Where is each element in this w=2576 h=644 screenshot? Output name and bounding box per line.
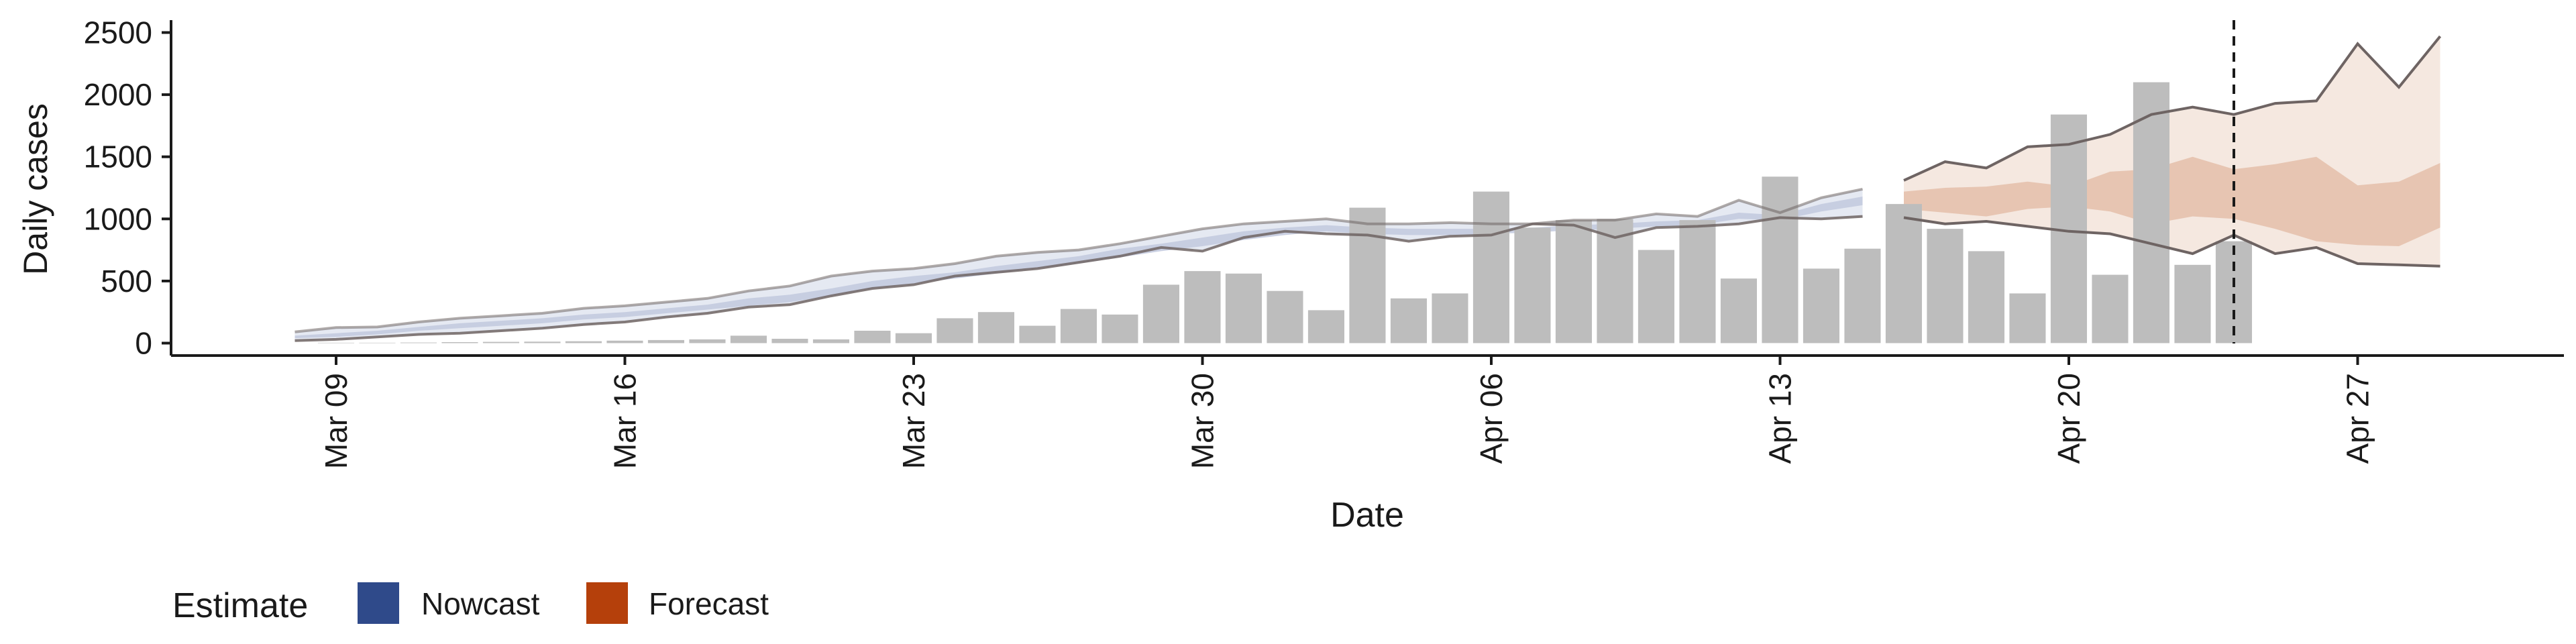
bar [1432,293,1468,343]
forecast-lower-line [1903,216,2440,268]
bar [606,340,643,343]
bar [689,339,726,343]
bar [1597,219,1633,343]
nowcast-lower-line [294,215,1863,342]
legend-swatch-nowcast [358,582,399,624]
y-tick-label: 1000 [84,201,152,236]
y-tick-label: 1500 [84,140,152,174]
bar [1638,250,1674,343]
y-tick-label: 2500 [84,15,152,50]
x-tick-label: Apr 06 [1474,373,1509,464]
y-tick-label: 2000 [84,77,152,112]
bar [895,333,932,343]
x-tick-label: Mar 16 [608,373,643,469]
bar [1968,251,2004,343]
x-axis-title: Date [1330,496,1404,535]
bar [1472,191,1509,343]
bar [565,341,602,343]
x-tick-label: Apr 20 [2051,373,2086,464]
nowcast-band-90 [294,189,1863,341]
bar [1267,290,1303,343]
bars-layer [317,82,2252,343]
nowcast-upper-line [294,187,1863,333]
bar [1390,298,1427,343]
bar [1927,229,1964,343]
bar [1142,284,1179,343]
bar [1225,273,1262,343]
bar [1307,310,1344,343]
bound-lines-layer [294,35,2442,342]
y-ticks-layer: 0 500 1000 1500 2000 2500 [84,15,171,361]
nowcast-band-50 [294,197,1863,339]
bar [1060,309,1097,343]
legend-swatch-forecast [586,582,628,624]
bar [524,341,561,343]
bar [1514,227,1551,343]
bar [1184,271,1221,343]
bar [1720,278,1757,343]
y-tick-label: 0 [135,326,152,361]
y-axis-title: Daily cases [17,103,54,275]
bar [1885,204,1922,343]
legend-label-nowcast: Nowcast [421,586,540,621]
bar [2174,264,2211,343]
bar [812,339,849,343]
legend-title: Estimate [172,586,308,625]
bar [1803,268,1839,343]
bar [977,312,1014,343]
forecast-upper-line [1903,35,2442,182]
bar [2092,274,2129,343]
bar [1102,314,1138,343]
x-tick-label: Mar 09 [319,373,354,469]
bar [1555,220,1592,343]
bar [854,331,891,343]
bar [1762,176,1799,343]
bar [1349,207,1386,343]
bar [1679,220,1716,343]
bands-layer [294,36,2440,341]
bar [1019,325,1056,343]
x-tick-label: Apr 27 [2341,373,2375,464]
x-tick-label: Apr 13 [1763,373,1798,464]
x-tick-label: Mar 23 [896,373,931,469]
bar [2133,82,2169,343]
legend: Estimate Nowcast Forecast [172,582,769,625]
bar [441,342,478,343]
bar [730,335,767,343]
y-tick-label: 500 [101,264,152,299]
forecast-band-50 [1904,156,2440,246]
bar [936,318,973,343]
bar [2009,293,2046,343]
x-ticks-layer: Mar 09 Mar 16 Mar 23 Mar 30 Apr 06 Apr 13 Apr … [319,356,2375,469]
x-tick-label: Mar 30 [1185,373,1220,469]
bar [1844,248,1881,343]
bar [771,339,808,343]
bar [647,339,684,343]
legend-label-forecast: Forecast [649,586,769,621]
bar [482,341,519,343]
